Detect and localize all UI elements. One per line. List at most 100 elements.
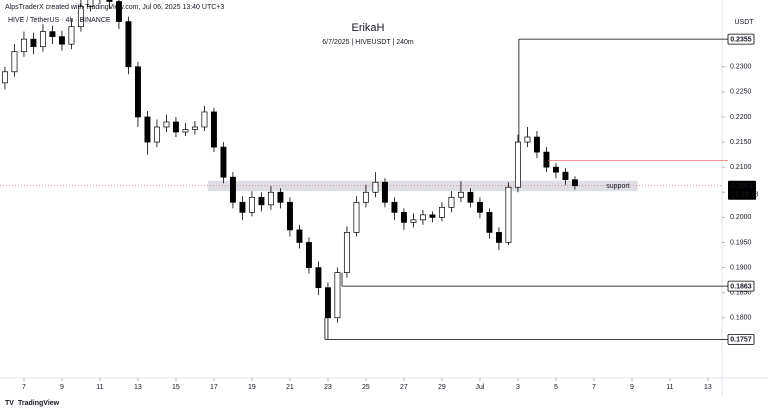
candle-body	[457, 191, 464, 198]
candle-body	[533, 136, 540, 153]
candle-body	[191, 126, 198, 130]
candle-body	[381, 181, 388, 203]
x-tick-label: 23	[324, 384, 332, 391]
y-tick-label: 0.2300	[730, 64, 752, 71]
last-price-label: 0.2063	[731, 183, 753, 190]
candle-body	[58, 36, 65, 45]
y-tick-label: 0.1800	[730, 315, 752, 322]
level-label-box	[727, 333, 755, 345]
candle-body	[106, 0, 113, 2]
candle-body	[315, 267, 322, 288]
candle-body	[334, 272, 341, 319]
candle-body	[391, 201, 398, 213]
x-tick-label: 7	[22, 384, 26, 391]
candle-body	[495, 232, 502, 243]
x-tick-label: 13	[704, 384, 712, 391]
candle-body	[1, 71, 8, 84]
candle-body	[163, 121, 170, 128]
candle-body	[343, 232, 350, 273]
candle-body	[210, 111, 217, 148]
candle-body	[372, 181, 379, 193]
candle-body	[267, 191, 274, 206]
candle-body	[571, 179, 578, 187]
candle-body	[134, 66, 141, 118]
x-tick-label: 9	[630, 384, 634, 391]
candle-body	[353, 201, 360, 233]
chart-subtitle: 6/7/2025 | HIVEUSDT | 240m	[322, 39, 414, 46]
x-tick-label: 15	[172, 384, 180, 391]
candle-body	[467, 191, 474, 203]
y-tick-label: 0.2000	[730, 214, 752, 221]
symbol-label: HIVE / TetherUS · 4h · BINANCE	[8, 17, 111, 24]
candle-body	[39, 31, 46, 48]
candle-body	[20, 38, 27, 53]
last-price-box	[728, 180, 756, 200]
x-tick-label: 29	[438, 384, 446, 391]
watermark: AlpsTraderX created with TradingView.com…	[5, 4, 224, 11]
candle-body	[239, 201, 246, 213]
candle-body	[305, 242, 312, 268]
brand-logo: TV	[5, 400, 14, 407]
candle-body	[229, 176, 236, 203]
level-label: 0.2355	[730, 36, 752, 43]
candle-body	[448, 196, 455, 208]
y-tick-label: 0.2150	[730, 139, 752, 146]
candle-body	[410, 219, 417, 223]
candle-body	[429, 214, 436, 218]
candle-body	[324, 287, 331, 319]
candle-body	[543, 151, 550, 168]
candle-body	[87, 0, 94, 7]
candle-body	[505, 186, 512, 243]
chart-title: ErikaH	[351, 22, 384, 34]
candle-body	[400, 211, 407, 223]
candle-body	[524, 136, 531, 143]
candle-body	[30, 38, 37, 48]
x-tick-label: 19	[248, 384, 256, 391]
candle-body	[438, 206, 445, 218]
x-tick-label: 17	[210, 384, 218, 391]
x-tick-label: 13	[134, 384, 142, 391]
x-tick-label: 11	[666, 384, 673, 391]
x-tick-label: 25	[362, 384, 370, 391]
support-zone	[207, 180, 638, 192]
y-axis-label: USDT	[734, 19, 754, 26]
level-label-box	[727, 280, 755, 292]
candle-body	[182, 129, 189, 133]
brand: TradingView	[18, 400, 60, 407]
y-tick-label: 0.2200	[730, 114, 752, 121]
plot-area	[0, 0, 722, 340]
candle-body	[125, 21, 132, 68]
x-tick-label: 11	[96, 384, 103, 391]
level-label: 0.1863	[730, 283, 752, 290]
candle-body	[486, 211, 493, 233]
candle-body	[115, 1, 122, 22]
candle-body	[248, 196, 255, 213]
candle-body	[11, 51, 18, 73]
support-label: support	[606, 183, 629, 190]
x-tick-label: 3	[516, 384, 520, 391]
x-tick-label: 5	[554, 384, 558, 391]
candle-body	[476, 201, 483, 213]
candle-body	[296, 229, 303, 243]
y-tick-label: 0.1900	[730, 264, 752, 271]
y-tick-label: 0.1850	[730, 290, 752, 297]
candle-body	[552, 166, 559, 173]
candle-body	[220, 146, 227, 178]
candle-body	[514, 141, 521, 188]
candle-body	[172, 121, 179, 133]
level-label-box	[727, 33, 755, 45]
level-label: 0.1757	[730, 337, 752, 344]
candle-body	[77, 6, 84, 27]
candle-body	[49, 31, 56, 37]
candle-body	[201, 111, 208, 128]
countdown-label: 01:19:18	[731, 192, 758, 199]
x-tick-label: 9	[60, 384, 64, 391]
x-tick-label: 7	[592, 384, 596, 391]
candle-body	[144, 116, 151, 143]
candle-body	[562, 171, 569, 181]
y-tick-label: 0.2250	[730, 89, 752, 96]
x-tick-label: 27	[400, 384, 408, 391]
y-tick-label: 0.2100	[730, 164, 752, 171]
